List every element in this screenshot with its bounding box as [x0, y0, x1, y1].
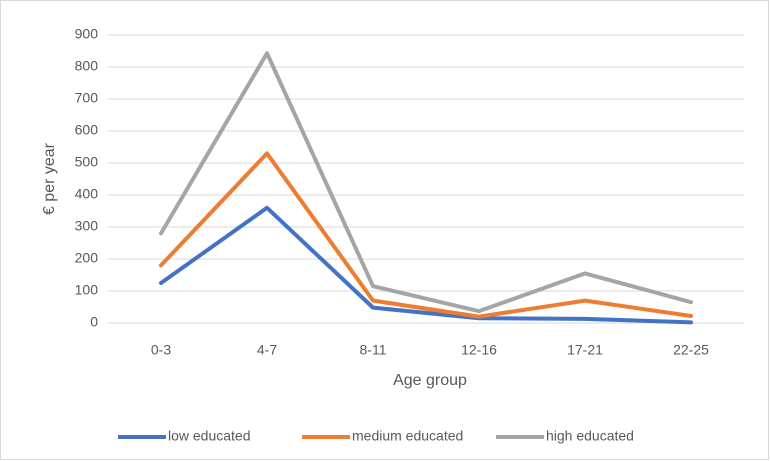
x-axis-label: Age group — [393, 372, 467, 389]
x-tick-label: 0-3 — [151, 342, 171, 358]
y-tick-label: 300 — [75, 218, 99, 234]
y-tick-label: 100 — [75, 282, 99, 298]
y-tick-label: 200 — [75, 250, 99, 266]
y-tick-label: 700 — [75, 90, 99, 106]
series-line — [159, 205, 693, 325]
y-tick-label: 800 — [75, 58, 99, 74]
series-line — [159, 151, 693, 319]
x-tick-label: 17-21 — [567, 342, 603, 358]
x-tick-label: 8-11 — [360, 342, 387, 358]
legend-label: high educated — [546, 428, 634, 444]
y-axis-label: € per year — [41, 142, 58, 215]
x-tick-label: 4-7 — [257, 342, 277, 358]
legend-label: medium educated — [352, 428, 463, 444]
legend-label: low educated — [168, 428, 251, 444]
x-tick-label: 12-16 — [461, 342, 497, 358]
y-tick-label: 900 — [75, 26, 99, 42]
y-tick-label: 0 — [90, 314, 98, 330]
y-tick-label: 500 — [75, 154, 99, 170]
y-tick-label: 400 — [75, 186, 99, 202]
x-tick-label: 22-25 — [673, 342, 709, 358]
y-tick-label: 600 — [75, 122, 99, 138]
series-line — [159, 51, 693, 314]
